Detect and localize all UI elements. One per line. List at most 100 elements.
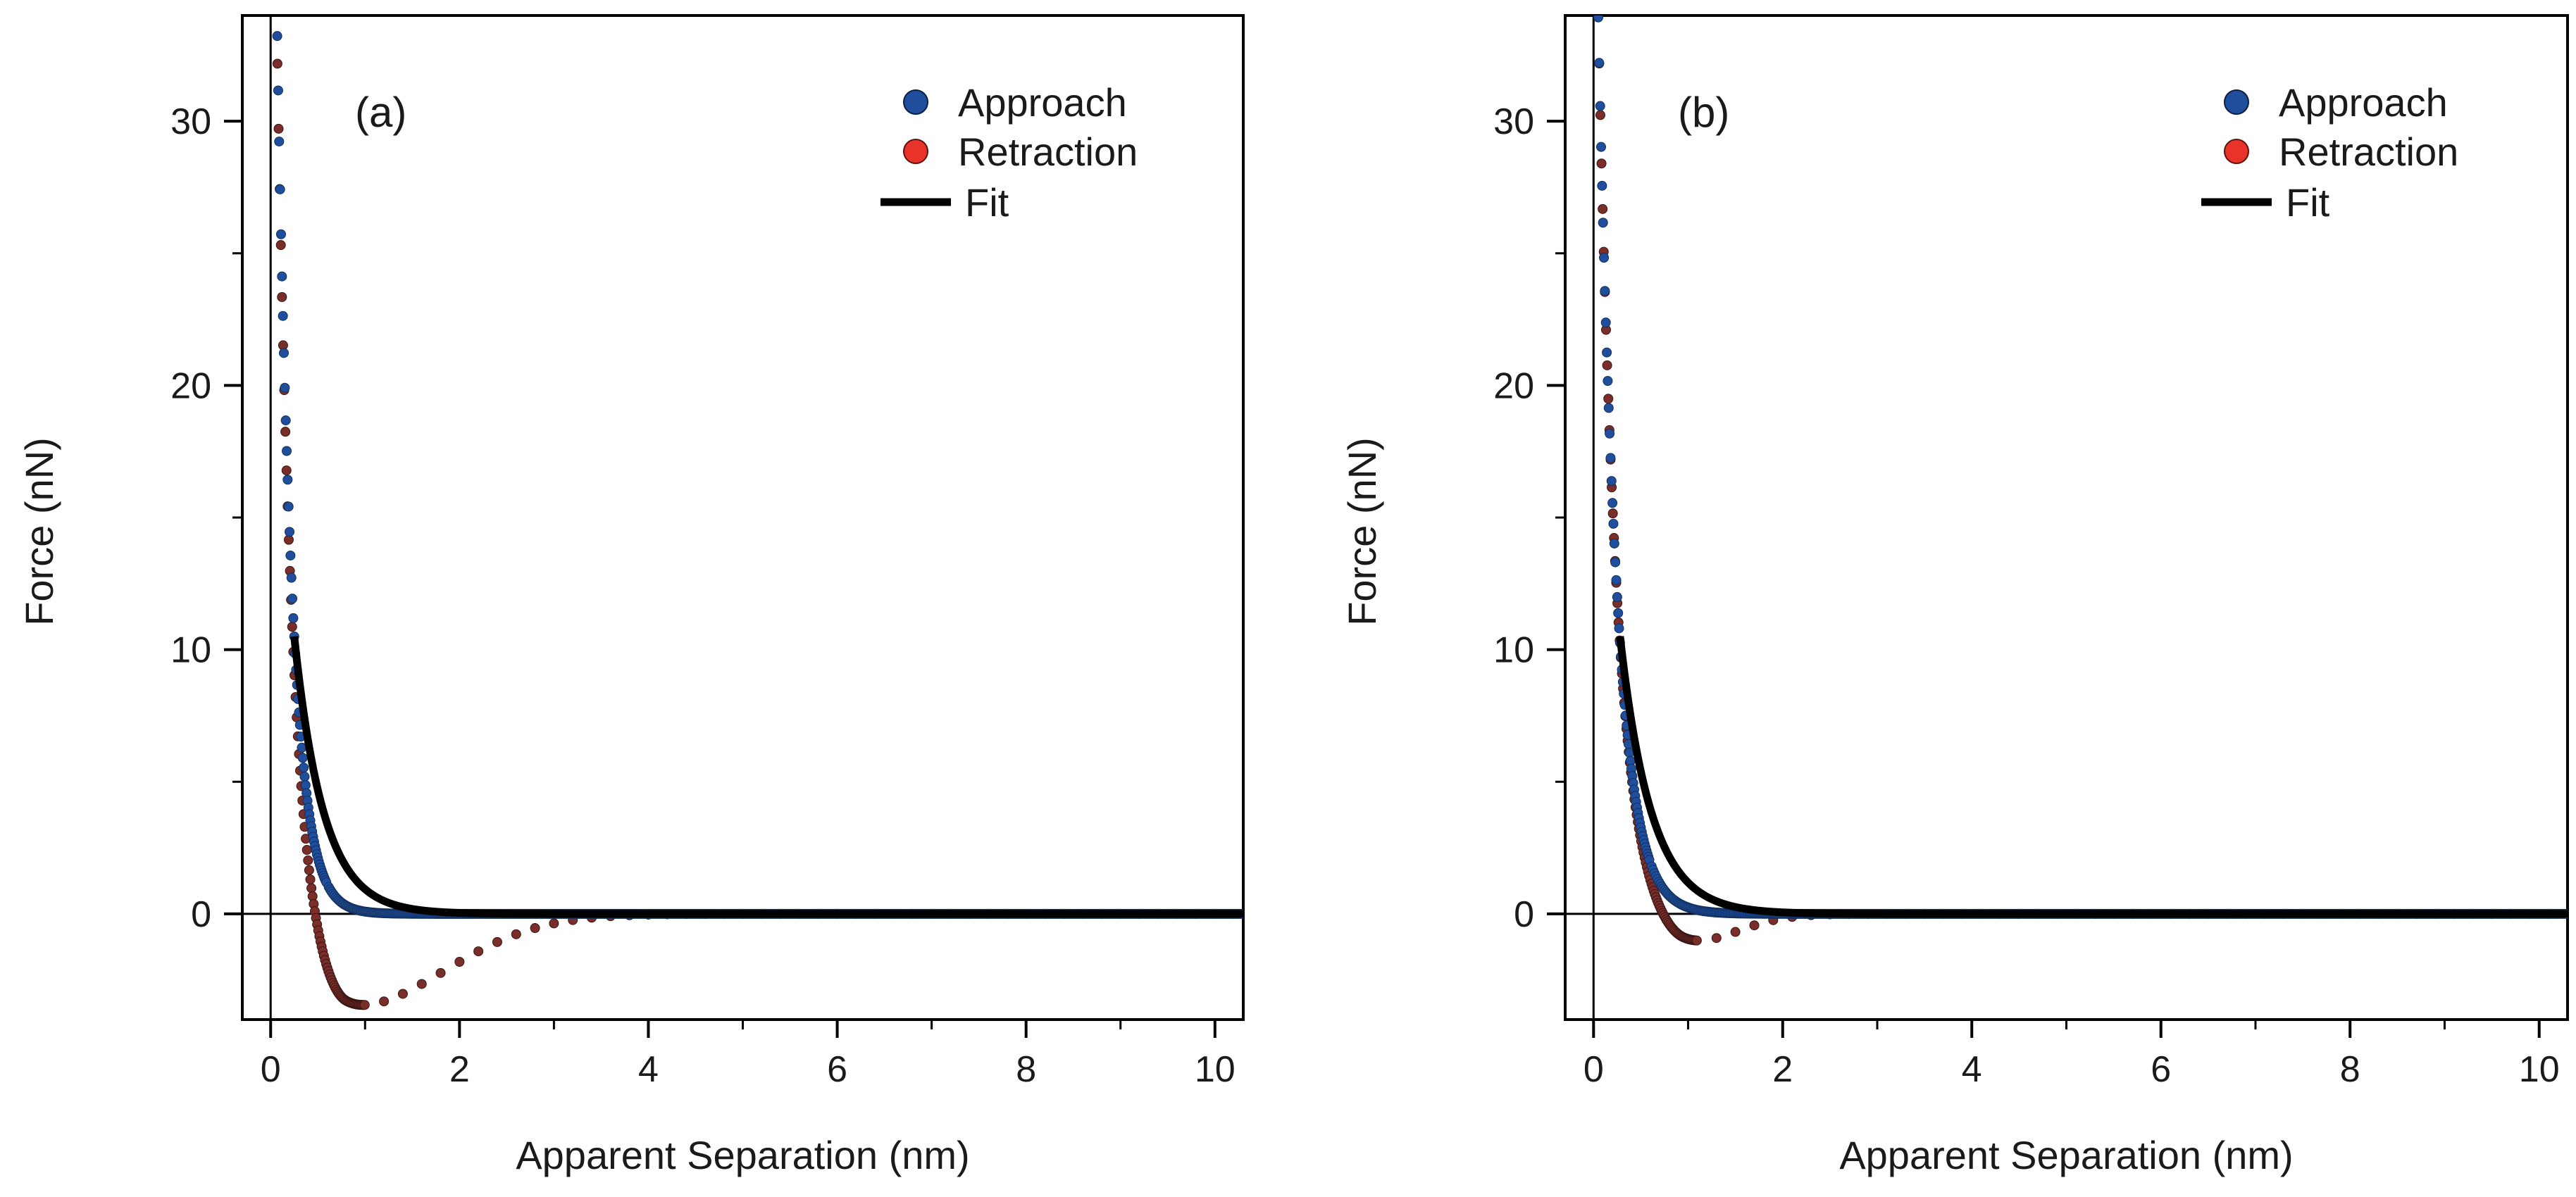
x-axis-title: Apparent Separation (nm) [516,1133,969,1177]
legend-approach-label: Approach [2279,80,2448,125]
approach-point [1613,608,1624,618]
retraction-point [511,929,521,939]
legend-retraction-marker [2224,139,2249,164]
approach-point [1602,347,1612,358]
fit-line [1616,636,2568,918]
approach-point [1606,476,1617,487]
approach-point [1610,557,1621,568]
approach-point [275,229,286,239]
retraction-point [287,622,297,632]
approach-point [285,527,295,537]
legend-approach-label: Approach [958,80,1127,125]
approach-point [1614,623,1624,634]
x-tick-label: 4 [638,1049,659,1090]
approach-point [1612,591,1622,602]
panel-a: 0 2 4 6 8 10 0 10 20 30 Apparent Separation (nm) Fo… [17,14,1245,1177]
retraction-point [1603,394,1614,404]
retraction-point [1730,927,1741,937]
data-layer [272,31,1243,1010]
approach-point [1594,58,1605,68]
retraction-point [281,465,292,476]
retraction-point [1749,920,1760,931]
approach-point [280,382,290,393]
retraction-point [1595,110,1605,120]
x-tick-label: 6 [827,1049,847,1090]
approach-point [1593,15,1603,23]
y-tick-label: 0 [1514,894,1534,935]
x-axis-title: Apparent Separation (nm) [1839,1133,2293,1177]
retraction-point [280,427,291,437]
y-tick-label: 20 [1493,365,1534,406]
retraction-point [397,989,408,999]
approach-point [1600,286,1610,296]
approach-point [1608,518,1619,529]
approach-point [272,31,282,42]
x-tick-label: 0 [261,1049,281,1090]
approach-point [299,772,310,782]
approach-point [1597,180,1607,191]
y-axis-title: Force (nN) [17,437,61,626]
legend: Approach Retraction Fit [881,80,1138,225]
retraction-point [306,883,317,894]
approach-point [1603,375,1613,386]
approach-point [288,613,299,623]
panel-label: (a) [355,89,406,136]
retraction-point [1711,933,1722,944]
approach-point [1595,101,1605,111]
approach-point [277,271,287,282]
approach-point [286,572,297,583]
approach-point [1605,453,1616,463]
retraction-point [1602,360,1612,370]
y-axis-title: Force (nN) [1340,437,1384,626]
retraction-point [1598,203,1608,214]
retraction-point [1607,508,1618,519]
y-tick-label: 10 [170,630,211,671]
retraction-point [379,996,390,1007]
legend-approach-marker [903,89,928,115]
legend-retraction-label: Retraction [2279,130,2458,174]
retraction-point [275,240,286,251]
retraction-point [304,865,314,875]
y-tick-label: 30 [170,101,211,142]
retraction-point [1596,158,1607,169]
x-tick-label: 4 [1962,1049,1982,1090]
approach-point [1599,252,1610,263]
legend: Approach Retraction Fit [2201,80,2458,225]
retraction-point [272,58,282,69]
x-tick-label: 2 [449,1049,470,1090]
data-layer [1593,15,2568,946]
y-tick-label: 0 [191,894,211,935]
retraction-point [359,1000,370,1010]
approach-point [1603,403,1614,413]
approach-point [1611,575,1622,585]
approach-point [273,85,283,96]
fit-line [290,636,1243,918]
legend-approach-marker [2224,89,2249,115]
y-tick-label: 30 [1493,101,1534,142]
approach-point [280,415,291,426]
y-tick-label: 20 [170,365,211,406]
retraction-point [303,855,313,865]
approach-point [1607,498,1618,508]
approach-point [274,136,285,146]
legend-fit-label: Fit [2286,180,2330,225]
retraction-point [301,845,312,856]
retraction-point [473,946,484,957]
x-tick-label: 6 [2151,1049,2171,1090]
retraction-point [435,967,446,978]
approach-point [1605,428,1615,439]
y-tick-label: 10 [1493,630,1534,671]
approach-point [1600,318,1611,328]
legend-retraction-marker [903,139,928,164]
approach-point [285,550,296,560]
approach-point [282,446,292,456]
retraction-point [549,918,559,929]
x-tick-label: 0 [1583,1049,1604,1090]
approach-point [283,501,294,512]
approach-point [287,594,298,604]
retraction-point [416,979,427,989]
approach-point [282,475,293,485]
panel-label: (b) [1678,89,1729,136]
approach-point [1596,142,1607,152]
